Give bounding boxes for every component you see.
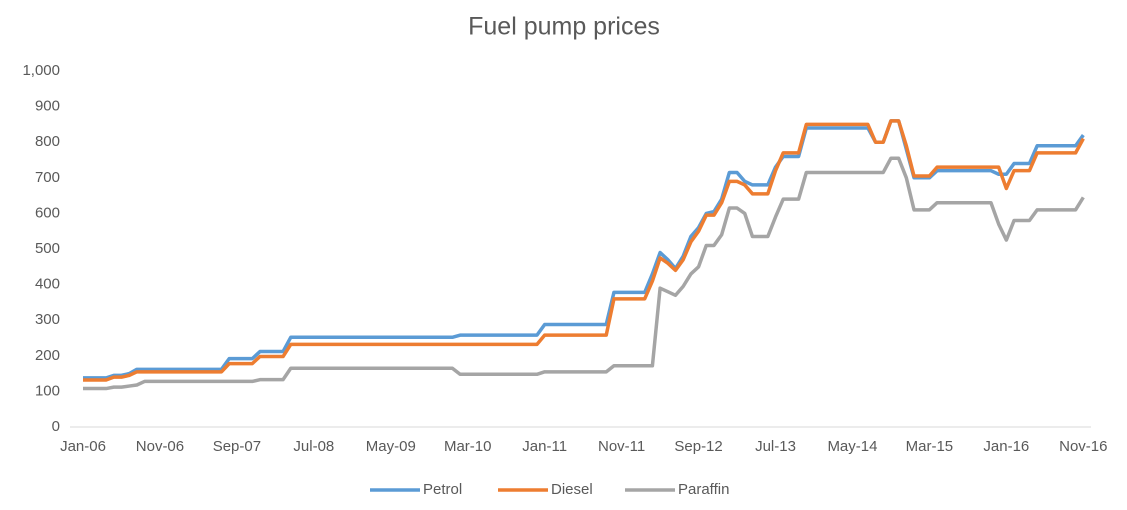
legend-label: Petrol	[423, 481, 462, 498]
y-tick-label: 100	[35, 382, 60, 399]
x-tick-label: May-09	[366, 438, 416, 455]
x-tick-label: Nov-06	[136, 438, 184, 455]
x-tick-label: Mar-10	[444, 438, 492, 455]
x-tick-label: Nov-16	[1059, 438, 1107, 455]
series-line	[83, 119, 1085, 380]
y-tick-label: 1,000	[22, 62, 60, 79]
legend-label: Diesel	[551, 481, 593, 498]
chart-title: Fuel pump prices	[468, 13, 660, 41]
x-tick-label: Mar-15	[906, 438, 954, 455]
x-tick-label: Nov-11	[598, 438, 645, 455]
y-tick-label: 200	[35, 347, 60, 364]
series-line	[83, 156, 1085, 391]
y-tick-label: 800	[35, 133, 60, 150]
x-tick-label: Jul-13	[755, 438, 796, 455]
y-tick-label: 600	[35, 204, 60, 221]
x-tick-label: Jan-16	[983, 438, 1029, 455]
y-tick-label: 400	[35, 276, 60, 293]
y-tick-label: 700	[35, 169, 60, 186]
y-tick-label: 300	[35, 311, 60, 328]
x-tick-label: Jan-06	[60, 438, 106, 455]
legend-label: Paraffin	[678, 481, 729, 498]
x-tick-label: May-14	[827, 438, 877, 455]
y-tick-label: 900	[35, 98, 60, 115]
y-tick-label: 500	[35, 240, 60, 257]
x-tick-label: Sep-12	[674, 438, 722, 455]
x-tick-label: Sep-07	[213, 438, 261, 455]
series-line	[83, 119, 1085, 382]
x-tick-label: Jan-11	[522, 438, 567, 455]
x-tick-label: Jul-08	[293, 438, 334, 455]
y-tick-label: 0	[52, 418, 60, 435]
